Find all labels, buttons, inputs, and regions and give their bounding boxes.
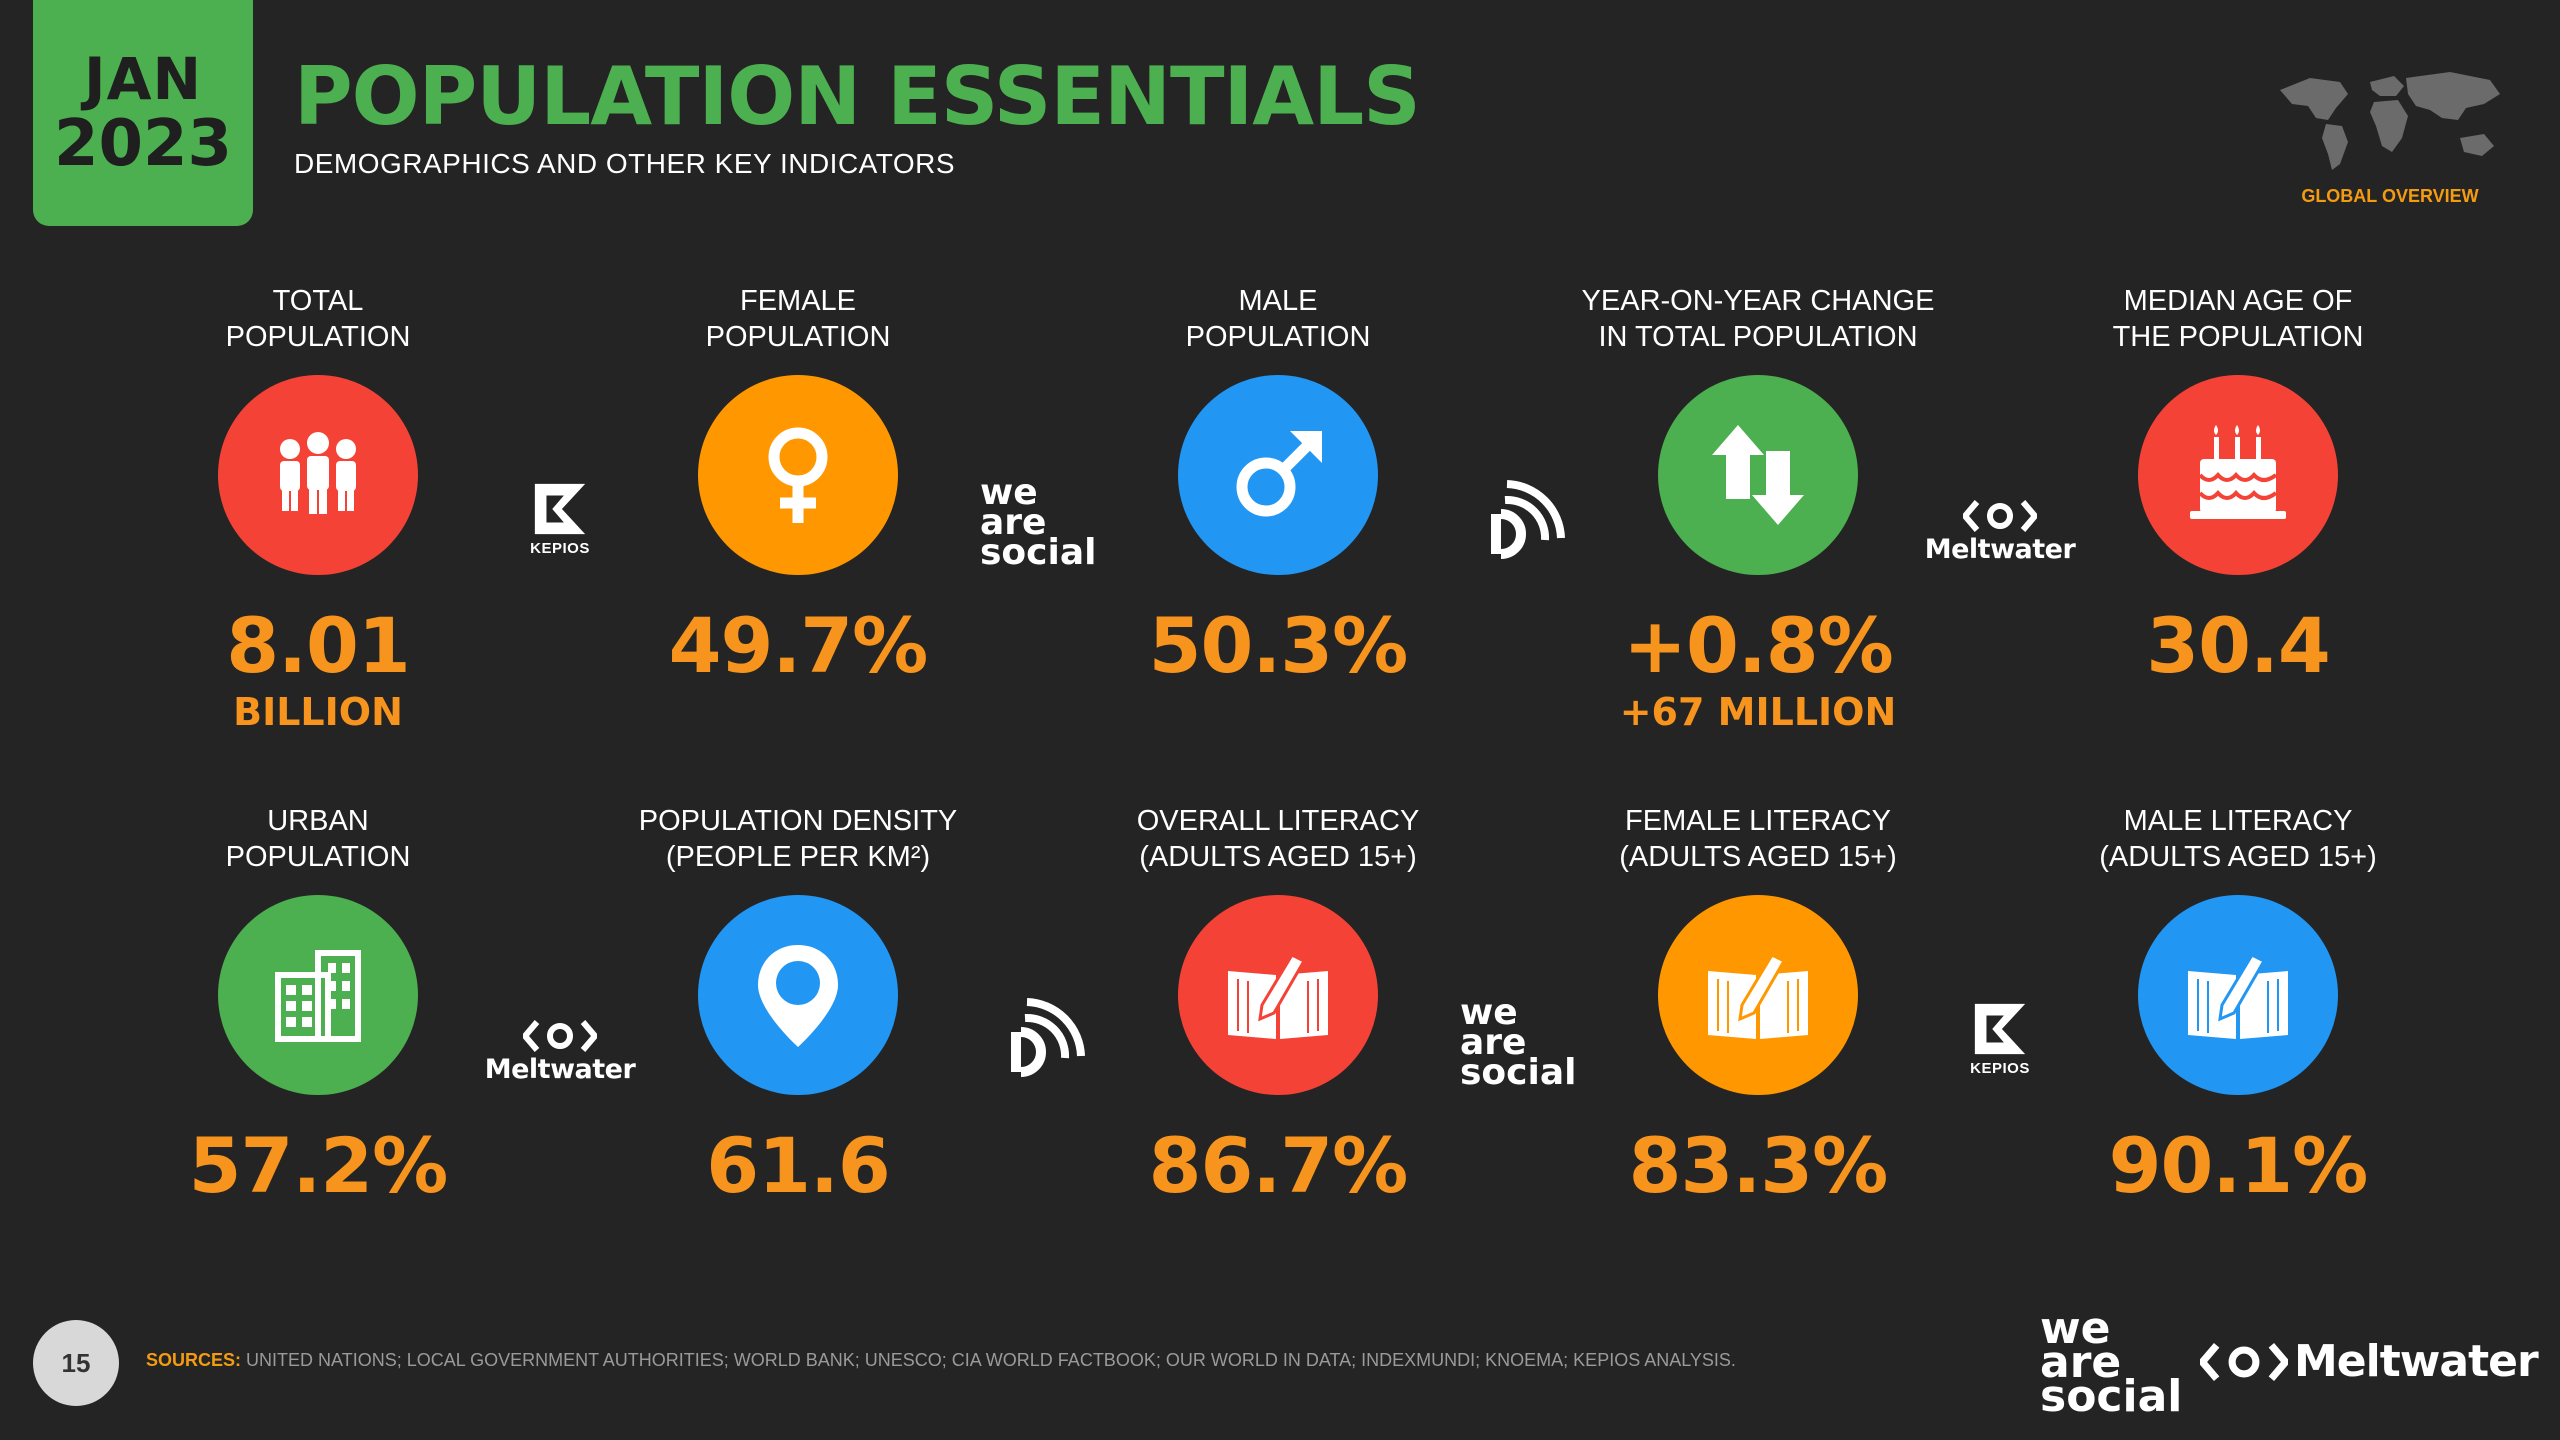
sources-label: SOURCES: [146, 1350, 242, 1370]
date-year: 2023 [53, 107, 233, 181]
stat-value: 90.1% [2108, 1121, 2369, 1210]
kepios-logo: KEPIOS [1955, 1000, 2045, 1077]
meltwater-mark-icon [2200, 1342, 2288, 1381]
stat-value: 8.01 [226, 601, 411, 690]
female-symbol-icon [698, 375, 898, 575]
global-overview-label: GLOBAL OVERVIEW [2301, 186, 2479, 206]
building-icon [218, 895, 418, 1095]
map-pin-icon [698, 895, 898, 1095]
birthday-cake-icon [2138, 375, 2338, 575]
we-are-social-logo: we are social [1460, 992, 1577, 1093]
stat-card-female-literacy: FEMALE LITERACY (ADULTS AGED 15+) 83.3% [1558, 803, 1958, 1211]
stat-value: 61.6 [706, 1121, 891, 1210]
stat-card-population-density: POPULATION DENSITY (PEOPLE PER KM²) 61.6 [598, 803, 998, 1211]
stat-label: FEMALE POPULATION [705, 285, 891, 353]
stat-card-male-population: MALE POPULATION 50.3% [1078, 283, 1478, 691]
sources-text: UNITED NATIONS; LOCAL GOVERNMENT AUTHORI… [246, 1350, 1736, 1370]
datareportal-mark-icon [1011, 998, 1085, 1077]
datareportal-logo [1000, 998, 1090, 1078]
book-pencil-icon [2138, 895, 2338, 1095]
stat-card-median-age: MEDIAN AGE OF THE POPULATION 30.4 [2038, 283, 2438, 691]
stat-subvalue: BILLION [233, 690, 403, 734]
sources-note: SOURCES: UNITED NATIONS; LOCAL GOVERNMEN… [146, 1350, 1736, 1371]
stat-value: +0.8% [1623, 601, 1893, 690]
male-symbol-icon [1178, 375, 1378, 575]
date-badge: JAN 2023 [33, 0, 253, 226]
stat-value: 30.4 [2146, 601, 2331, 690]
datareportal-mark-icon [1491, 480, 1565, 559]
stat-value: 86.7% [1148, 1121, 1409, 1210]
meltwater-logo: Meltwater [1925, 498, 2076, 565]
stat-value: 57.2% [188, 1121, 449, 1210]
datareportal-logo [1480, 480, 1570, 560]
stat-label: MEDIAN AGE OF THE POPULATION [2112, 285, 2364, 353]
stat-card-urban-population: URBAN POPULATION 57.2% [118, 803, 518, 1211]
kepios-logo: KEPIOS [515, 480, 605, 557]
stat-label: POPULATION DENSITY (PEOPLE PER KM²) [638, 805, 958, 873]
meltwater-logo: Meltwater [485, 1018, 636, 1085]
book-pencil-icon [1658, 895, 1858, 1095]
meltwater-mark-icon [523, 1020, 597, 1052]
stat-value: 83.3% [1628, 1121, 1889, 1210]
stat-card-total-population: TOTAL POPULATION 8.01 BILLION [118, 283, 518, 737]
meltwater-mark-icon [1963, 500, 2037, 532]
stat-label: OVERALL LITERACY (ADULTS AGED 15+) [1136, 805, 1420, 873]
stat-label: MALE POPULATION [1185, 285, 1371, 353]
kepios-mark-icon [534, 483, 586, 535]
stat-label: MALE LITERACY (ADULTS AGED 15+) [2099, 805, 2377, 873]
kepios-mark-icon [1974, 1003, 2026, 1055]
page-number: 15 [33, 1320, 119, 1406]
footer-meltwater-logo: Meltwater [2200, 1336, 2539, 1387]
footer-we-are-social-logo: we are social [2040, 1303, 2183, 1422]
stat-label: TOTAL POPULATION [225, 285, 411, 353]
people-icon [218, 375, 418, 575]
stat-label: URBAN POPULATION [225, 805, 411, 873]
book-pencil-icon [1178, 895, 1378, 1095]
page-subtitle: DEMOGRAPHICS AND OTHER KEY INDICATORS [294, 148, 956, 179]
stat-card-female-population: FEMALE POPULATION 49.7% [598, 283, 998, 691]
date-month: JAN [83, 45, 202, 113]
page-title: POPULATION ESSENTIALS [294, 50, 1421, 143]
stat-label: YEAR-ON-YEAR CHANGE IN TOTAL POPULATION [1581, 285, 1935, 353]
up-down-arrows-icon [1658, 375, 1858, 575]
stat-subvalue: +67 MILLION [1619, 690, 1897, 734]
stat-label: FEMALE LITERACY (ADULTS AGED 15+) [1619, 805, 1897, 873]
stat-card-overall-literacy: OVERALL LITERACY (ADULTS AGED 15+) 86.7% [1078, 803, 1478, 1211]
world-map-icon [2280, 72, 2500, 170]
stat-card-yoy-change: YEAR-ON-YEAR CHANGE IN TOTAL POPULATION +… [1558, 283, 1958, 737]
stat-card-male-literacy: MALE LITERACY (ADULTS AGED 15+) 90.1% [2038, 803, 2438, 1211]
stat-value: 50.3% [1148, 601, 1409, 690]
stat-value: 49.7% [668, 601, 929, 690]
we-are-social-logo: we are social [980, 472, 1097, 573]
